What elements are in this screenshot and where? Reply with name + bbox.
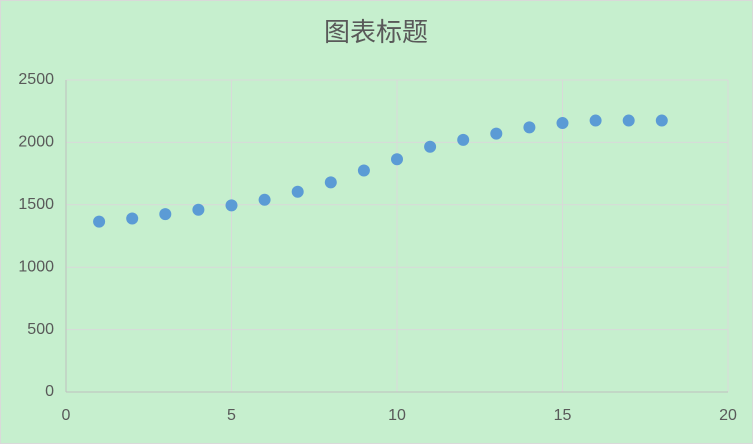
y-tick-label: 2500 <box>18 71 54 88</box>
x-tick-label: 0 <box>62 407 71 424</box>
scatter-point <box>457 133 470 146</box>
y-tick-label: 2000 <box>18 134 54 151</box>
scatter-point <box>93 215 106 228</box>
y-tick-label: 500 <box>27 321 54 338</box>
scatter-point <box>159 208 172 221</box>
scatter-point <box>655 114 668 127</box>
scatter-point <box>424 140 437 153</box>
x-tick-label: 20 <box>719 407 737 424</box>
x-tick-label: 10 <box>388 407 406 424</box>
scatter-point <box>556 117 569 130</box>
scatter-point <box>258 193 271 206</box>
y-tick-label: 1500 <box>18 196 54 213</box>
y-tick-label: 1000 <box>18 258 54 275</box>
scatter-point <box>291 185 304 198</box>
scatter-point <box>192 203 205 216</box>
y-tick-label: 0 <box>45 383 54 400</box>
scatter-point <box>324 176 337 189</box>
scatter-point <box>126 212 139 225</box>
scatter-point <box>523 121 536 134</box>
scatter-point <box>391 153 403 166</box>
chart-title: 图表标题 <box>324 17 428 47</box>
x-tick-label: 5 <box>227 407 236 424</box>
scatter-point <box>589 114 602 127</box>
scatter-point <box>357 164 370 177</box>
scatter-point <box>225 199 238 212</box>
x-tick-label: 15 <box>554 407 572 424</box>
scatter-point <box>622 114 635 127</box>
scatter-point <box>490 127 503 140</box>
